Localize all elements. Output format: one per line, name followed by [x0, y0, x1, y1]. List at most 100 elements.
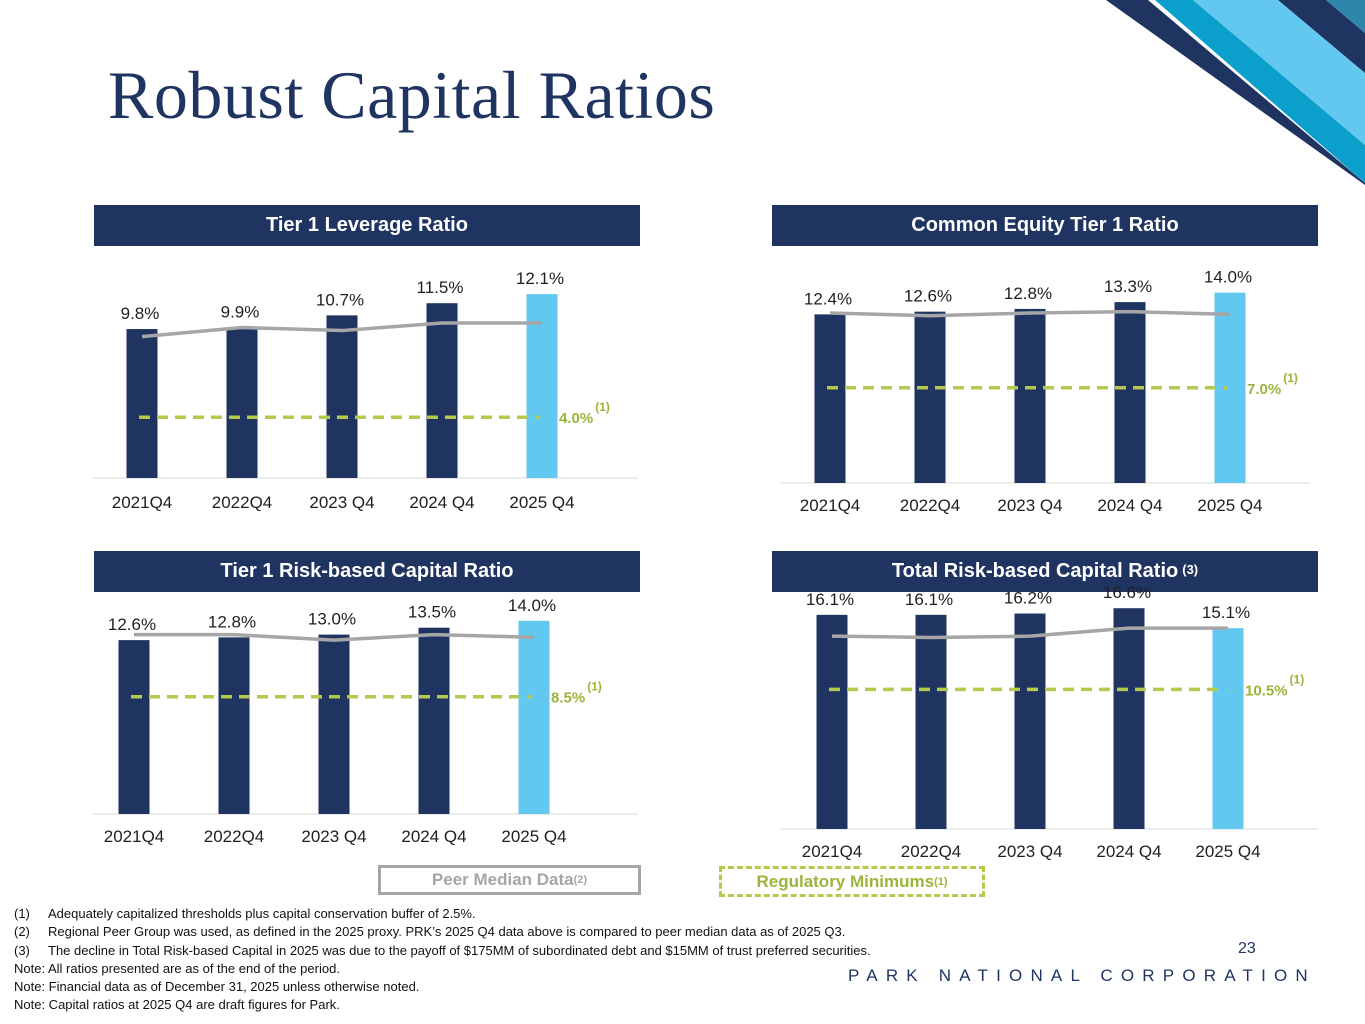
footnote: (3) The decline in Total Risk-based Capi… [14, 942, 871, 960]
bar-value-label: 14.0% [508, 596, 556, 615]
footnote-number: (2) [14, 924, 30, 940]
page-number: 23 [1238, 940, 1256, 957]
bar [426, 303, 458, 478]
bar-value-label: 12.1% [516, 269, 564, 288]
bar-value-label: 13.5% [408, 603, 456, 622]
x-tick-label: 2022Q4 [901, 842, 962, 861]
x-tick-label: 2025 Q4 [501, 827, 566, 846]
footnote-text: The decline in Total Risk-based Capital … [48, 942, 871, 958]
bar [118, 640, 150, 814]
x-tick-label: 2021Q4 [112, 493, 173, 512]
bar [518, 620, 550, 814]
peer-median-line [829, 309, 1231, 318]
x-tick-label: 2024 Q4 [401, 827, 466, 846]
regulatory-footnote-ref: (1) [1283, 371, 1298, 385]
regulatory-minimum-label: 10.5%(1) [1245, 672, 1304, 699]
regulatory-minimum-label: 4.0%(1) [559, 400, 610, 427]
footnote: (1) Adequately capitalized thresholds pl… [14, 905, 871, 923]
x-tick-label: 2024 Q4 [1097, 496, 1162, 515]
peer-median-line [141, 321, 542, 339]
bar-value-label: 11.5% [417, 278, 464, 297]
x-tick-label: 2021Q4 [800, 496, 861, 515]
x-tick-label: 2023 Q4 [309, 493, 374, 512]
cet1-chart: 12.4% 2021Q4 12.6% 2022Q4 12.8% 2023 Q4 13.3% 2… [780, 268, 1310, 515]
corporation-name: PARK NATIONAL CORPORATION [848, 966, 1316, 985]
page-title: Robust Capital Ratios [108, 57, 716, 133]
regulatory-footnote-ref: (1) [587, 680, 602, 694]
panel-title: Tier 1 Leverage Ratio [266, 214, 468, 236]
cet1-header: Common Equity Tier 1 Ratio [772, 205, 1318, 246]
bar-value-label: 16.2% [1004, 589, 1052, 608]
bar-value-label: 14.0% [1204, 268, 1252, 287]
bar-value-label: 12.6% [108, 615, 156, 634]
x-tick-label: 2023 Q4 [301, 827, 366, 846]
regulatory-minimum-label: 7.0%(1) [1247, 371, 1298, 398]
bar-value-label: 10.7% [316, 290, 364, 309]
legend-footnote-ref: (1) [934, 875, 948, 888]
bar [418, 627, 450, 814]
bar [1113, 608, 1145, 829]
regulatory-footnote-ref: (1) [1290, 672, 1305, 686]
footnote-number: (3) [14, 942, 30, 958]
total-risk-based-header: Total Risk-based Capital Ratio (3) [772, 551, 1318, 592]
x-tick-label: 2022Q4 [900, 496, 961, 515]
bar-value-label: 9.9% [221, 303, 260, 322]
bar [1014, 613, 1046, 829]
bar [816, 614, 848, 829]
footnote-number: (1) [14, 906, 30, 921]
bar-value-label: 15.1% [1202, 603, 1250, 622]
bar-value-label: 12.8% [208, 612, 256, 631]
legend-label: Peer Median Data [431, 870, 574, 889]
legend-footnote-ref: (2) [573, 874, 588, 886]
panel-title: Common Equity Tier 1 Ratio [911, 214, 1179, 236]
bar [526, 294, 558, 478]
footnote-text: Regional Peer Group was used, as defined… [48, 924, 846, 940]
panel-title: Total Risk-based Capital Ratio [891, 560, 1179, 582]
bar-value-label: 9.8% [121, 304, 160, 323]
peer-median-line [831, 626, 1228, 640]
footnote-text: Adequately capitalized thresholds plus c… [48, 906, 476, 921]
bar-value-label: 13.0% [308, 610, 356, 629]
x-tick-label: 2025 Q4 [1197, 496, 1262, 515]
panel-title: Tier 1 Risk-based Capital Ratio [220, 560, 514, 582]
footnotes: (1) Adequately capitalized thresholds pl… [14, 905, 871, 1015]
x-tick-label: 2023 Q4 [997, 496, 1062, 515]
corner-decoration [1106, 0, 1365, 185]
bar [1212, 628, 1244, 829]
tier1-risk-based-header: Tier 1 Risk-based Capital Ratio [94, 551, 640, 592]
bar-value-label: 12.6% [904, 287, 952, 306]
title-footnote-ref: (3) [1182, 562, 1199, 577]
note: Note: All ratios presented are as of the… [14, 960, 340, 976]
tier1-leverage-header: Tier 1 Leverage Ratio [94, 205, 640, 246]
bar [915, 614, 947, 829]
bar [218, 637, 250, 814]
footnote: (2) Regional Peer Group was used, as def… [14, 923, 871, 941]
bar-value-label: 16.1% [905, 590, 953, 609]
peer-median-legend: Peer Median Data (2) [378, 865, 641, 895]
x-tick-label: 2022Q4 [212, 493, 273, 512]
bar [914, 311, 946, 483]
note: Note: Capital ratios at 2025 Q4 are draf… [14, 997, 340, 1013]
bar [226, 327, 258, 478]
x-tick-label: 2021Q4 [104, 827, 165, 846]
bar-value-label: 12.4% [804, 289, 852, 308]
bar [814, 314, 846, 483]
regulatory-footnote-ref: (1) [595, 400, 610, 414]
tier1-risk-based-chart: 12.6% 2021Q4 12.8% 2022Q4 13.0% 2023 Q4 13.5% 2… [92, 596, 638, 846]
x-tick-label: 2025 Q4 [1195, 842, 1260, 861]
x-tick-label: 2023 Q4 [997, 842, 1062, 861]
x-tick-label: 2022Q4 [204, 827, 265, 846]
x-tick-label: 2025 Q4 [509, 493, 574, 512]
peer-median-line [134, 632, 535, 642]
x-tick-label: 2024 Q4 [1096, 842, 1161, 861]
bar [1214, 292, 1246, 483]
legend-label: Regulatory Minimums [756, 871, 935, 891]
bar-value-label: 16.6% [1103, 583, 1151, 602]
bar-value-label: 13.3% [1104, 277, 1152, 296]
bar [1114, 302, 1146, 483]
bar [1014, 308, 1046, 483]
note: Note: Financial data as of December 31, … [14, 979, 420, 995]
bar [326, 315, 358, 478]
x-tick-label: 2021Q4 [802, 842, 863, 861]
regulatory-minimums-legend: Regulatory Minimums (1) [719, 866, 985, 897]
